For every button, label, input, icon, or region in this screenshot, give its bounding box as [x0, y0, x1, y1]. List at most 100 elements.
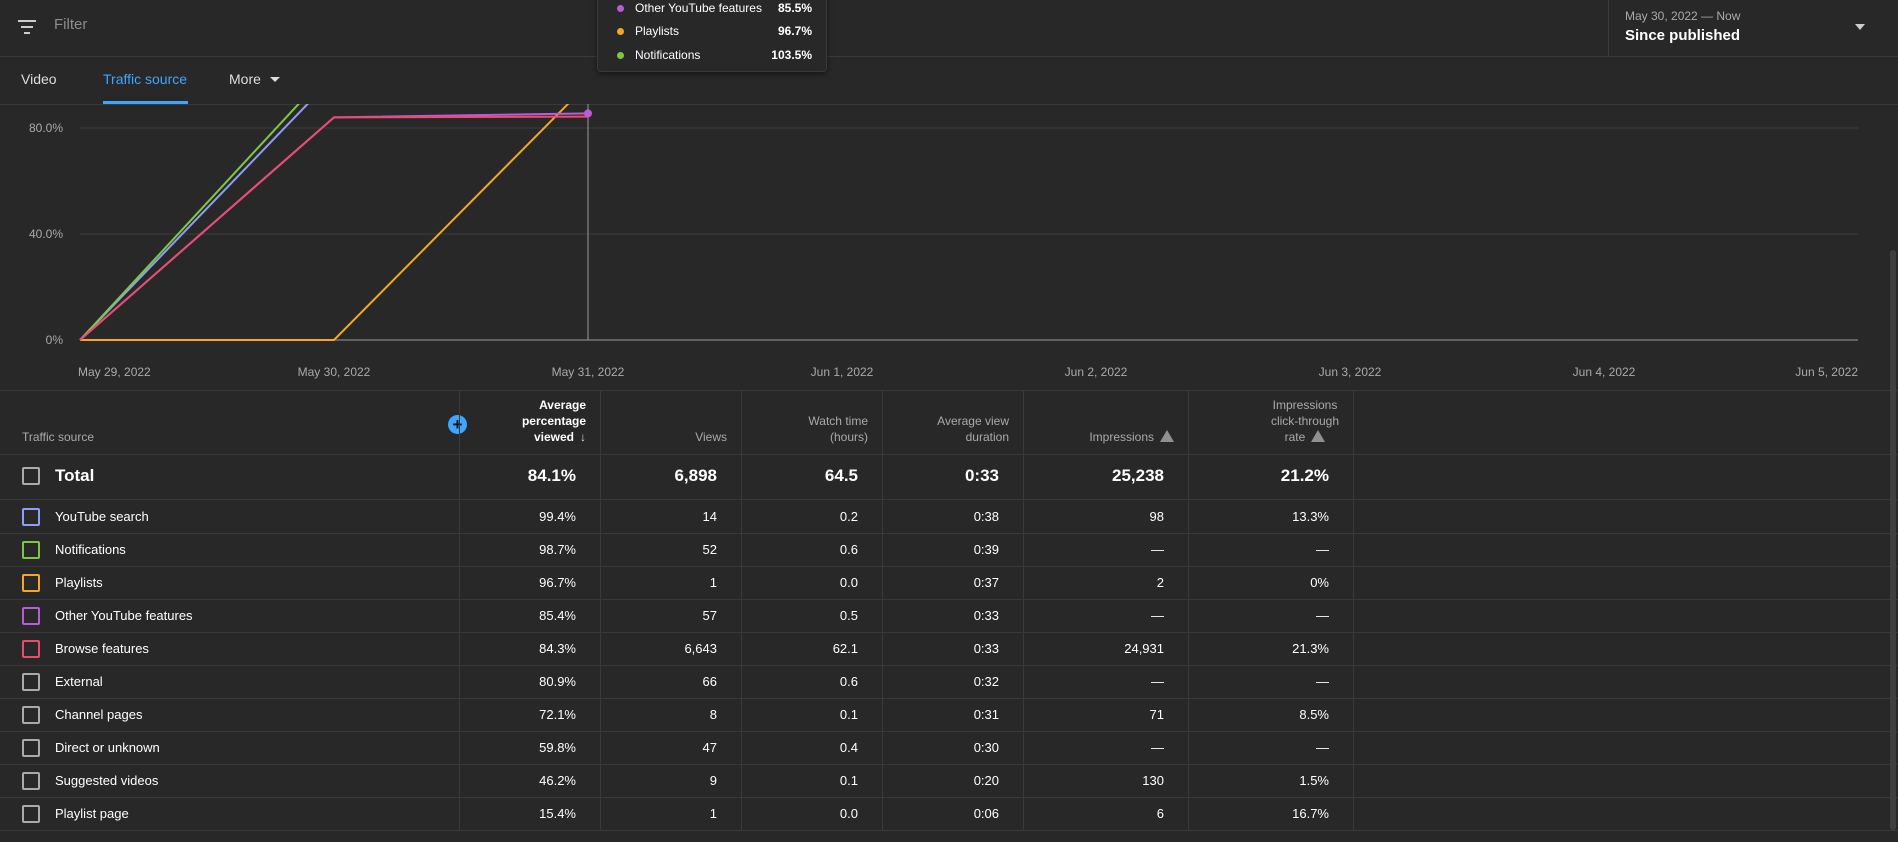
cell-views: 66: [702, 674, 717, 689]
tooltip-row: Other YouTube features 85.5%: [598, 0, 826, 18]
tab-bar: Video Traffic source More: [0, 57, 1898, 105]
cell-impr: 6: [1156, 806, 1164, 821]
x-tick-label: Jun 3, 2022: [1319, 365, 1382, 379]
dropdown-caret-icon: [1855, 24, 1865, 30]
column-divider: [1353, 390, 1354, 830]
series-line-other-youtube-features[interactable]: [79, 112, 589, 341]
filter-input[interactable]: Filter: [54, 16, 88, 33]
column-divider: [1188, 390, 1189, 830]
cell-impr: —: [1151, 542, 1164, 557]
cell-watch: 62.1: [832, 641, 858, 656]
cell-impr: —: [1151, 608, 1164, 623]
table-row[interactable]: Playlists 96.7% 1 0.0 0:37 2 0%: [0, 566, 1898, 600]
sort-down-arrow-icon[interactable]: ↓: [580, 430, 586, 444]
cell-watch: 0.6: [839, 542, 858, 557]
cell-avd: 0:33: [964, 466, 999, 485]
cell-ctr: —: [1316, 608, 1329, 623]
cell-watch: 0.4: [839, 740, 858, 755]
cell-ctr: 21.3%: [1292, 641, 1329, 656]
table-row[interactable]: Notifications 98.7% 52 0.6 0:39 — —: [0, 533, 1898, 567]
header-line: percentage: [521, 414, 586, 428]
header-line: Impressions: [1089, 430, 1154, 444]
tab-traffic-source[interactable]: Traffic source: [103, 71, 188, 87]
line-chart: 0% 40.0% 80.0% May 29, 2022 May 30, 2022 May …: [29, 104, 1858, 379]
cell-impr: 24,931: [1124, 641, 1164, 656]
column-divider: [882, 390, 883, 830]
cell-views: 6,643: [684, 641, 717, 656]
table-row[interactable]: Suggested videos 46.2% 9 0.1 0:20 130 1.5%: [0, 764, 1898, 798]
warning-icon[interactable]: [1311, 430, 1326, 442]
y-tick-label: 0%: [46, 333, 64, 347]
series-line-notifications[interactable]: [79, 104, 334, 341]
cell-ctr: 0%: [1310, 575, 1329, 590]
warning-icon[interactable]: [1160, 430, 1174, 442]
table-row[interactable]: External 80.9% 66 0.6 0:32 — —: [0, 665, 1898, 699]
cell-avd: 0:39: [973, 542, 999, 557]
tooltip-label: Playlists: [635, 24, 680, 38]
column-header-watch-time[interactable]: Watch time (hours): [741, 391, 882, 454]
cell-avd: 0:38: [973, 509, 999, 524]
page-scrollbar[interactable]: [1890, 250, 1896, 830]
filter-icon[interactable]: [18, 20, 36, 34]
x-tick-label: Jun 2, 2022: [1065, 365, 1128, 379]
x-tick-label: May 30, 2022: [298, 365, 371, 379]
cell-avg-pct: 85.4%: [539, 608, 576, 623]
header-line: Watch time: [808, 414, 868, 428]
row-checkbox[interactable]: [22, 771, 40, 790]
cell-ctr: —: [1316, 542, 1329, 557]
table-row[interactable]: Other YouTube features 85.4% 57 0.5 0:33 — —: [0, 599, 1898, 633]
series-line-youtube-search[interactable]: [79, 104, 334, 341]
cell-impr: 98: [1149, 509, 1164, 524]
table-row[interactable]: YouTube search 99.4% 14 0.2 0:38 98 13.3%: [0, 500, 1898, 534]
row-checkbox[interactable]: [22, 672, 40, 691]
table-row[interactable]: Channel pages 72.1% 8 0.1 0:31 71 8.5%: [0, 698, 1898, 732]
row-checkbox[interactable]: [22, 705, 40, 724]
traffic-source-label: Other YouTube features: [55, 608, 193, 623]
date-range-subtitle: May 30, 2022 — Now: [1625, 9, 1741, 23]
series-line-playlists[interactable]: [80, 104, 588, 341]
date-range-selector[interactable]: May 30, 2022 — Now Since published: [1608, 0, 1898, 56]
table-row[interactable]: Direct or unknown 59.8% 47 0.4 0:30 — —: [0, 731, 1898, 765]
tab-more[interactable]: More: [229, 71, 261, 87]
row-checkbox[interactable]: [22, 573, 40, 592]
row-checkbox[interactable]: [22, 507, 40, 526]
cell-impr: —: [1151, 740, 1164, 755]
row-checkbox[interactable]: [22, 606, 40, 625]
header-line: rate: [1284, 430, 1306, 444]
series-line-browse-features[interactable]: [79, 115, 589, 341]
column-header-impressions[interactable]: Impressions: [1023, 391, 1188, 454]
traffic-source-label: Total: [55, 466, 95, 485]
cell-watch: 0.0: [839, 575, 858, 590]
column-header-average-percentage-viewed[interactable]: Average percentage viewed ↓: [459, 391, 600, 454]
add-metric-button[interactable]: +: [448, 415, 467, 434]
row-checkbox[interactable]: [22, 467, 40, 485]
table-row-total[interactable]: Total 84.1% 6,898 64.5 0:33 25,238 21.2%: [0, 453, 1898, 500]
table-row[interactable]: Playlist page 15.4% 1 0.0 0:06 6 16.7%: [0, 797, 1898, 831]
tab-video[interactable]: Video: [21, 71, 57, 87]
cell-watch: 64.5: [824, 466, 858, 485]
cell-views: 57: [702, 608, 717, 623]
column-header-average-view-duration[interactable]: Average view duration: [882, 391, 1023, 454]
column-divider: [600, 390, 601, 830]
cell-views: 14: [702, 509, 717, 524]
tooltip-value: 85.5%: [777, 1, 812, 15]
cell-watch: 0.1: [839, 773, 858, 788]
column-header-traffic-source[interactable]: Traffic source: [22, 430, 95, 444]
x-tick-label: May 31, 2022: [552, 365, 625, 379]
row-checkbox[interactable]: [22, 540, 40, 559]
row-checkbox[interactable]: [22, 639, 40, 658]
cell-avg-pct: 59.8%: [539, 740, 576, 755]
column-header-views[interactable]: Views: [695, 430, 727, 444]
y-tick-label: 80.0%: [29, 121, 63, 135]
row-checkbox[interactable]: [22, 804, 40, 823]
header-line: (hours): [829, 430, 868, 444]
column-header-impressions-ctr[interactable]: Impressions click-through rate: [1188, 391, 1353, 454]
row-checkbox[interactable]: [22, 738, 40, 757]
cell-ctr: 8.5%: [1299, 707, 1329, 722]
cell-avd: 0:06: [973, 806, 999, 821]
x-tick-label: May 29, 2022: [78, 365, 151, 379]
table-row[interactable]: Browse features 84.3% 6,643 62.1 0:33 24,931 2…: [0, 632, 1898, 666]
header-line: duration: [965, 430, 1009, 444]
cell-avd: 0:33: [973, 608, 999, 623]
cell-views: 52: [702, 542, 717, 557]
